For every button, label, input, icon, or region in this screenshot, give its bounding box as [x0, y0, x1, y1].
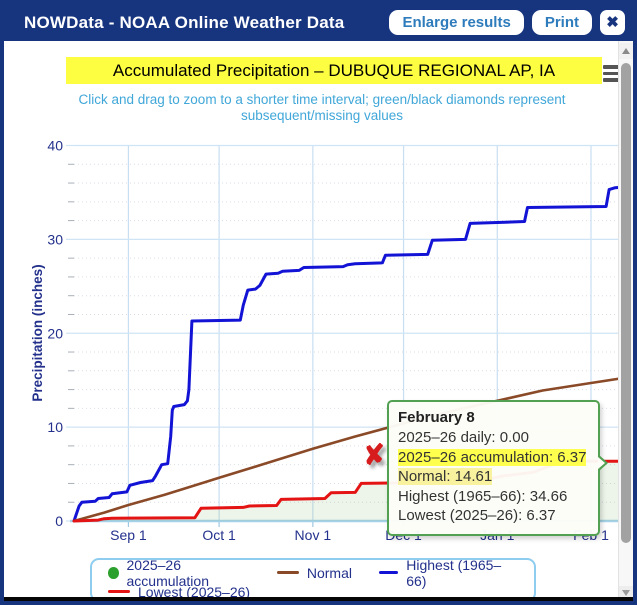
legend-line-marker [108, 589, 130, 594]
legend-line-marker [378, 570, 399, 575]
y-axis-title: Precipitation (inches) [30, 264, 45, 401]
bottom-border [4, 597, 633, 601]
legend-line-marker [276, 570, 299, 575]
chart-subtitle: Click and drag to zoom to a shorter time… [78, 92, 566, 123]
tooltip-row: Normal: 14.61 [398, 468, 493, 485]
legend-item[interactable]: 2025–26 accumulation [108, 557, 250, 589]
vertical-scrollbar[interactable] [618, 41, 633, 601]
tooltip-row: Highest (1965–66): 34.66 [398, 487, 568, 505]
legend-item-label: 2025–26 accumulation [126, 556, 210, 589]
legend-item[interactable]: Normal [276, 564, 352, 581]
legend-item[interactable]: Highest (1965–66) [378, 556, 507, 589]
chart-title: Accumulated Precipitation – DUBUQUE REGI… [66, 57, 602, 84]
chart-tooltip: February 8 2025–26 daily: 0.00 2025–26 ac… [387, 400, 608, 536]
close-icon[interactable]: ✖ [600, 10, 625, 35]
y-tick-label: 30 [47, 231, 63, 247]
window-title: NOWData - NOAA Online Weather Data [24, 12, 345, 32]
scrollbar-down-arrow-icon[interactable] [619, 586, 633, 599]
series-highest-1965-66- [72, 185, 629, 523]
tooltip-row: Lowest (2025–26): 6.37 [398, 507, 556, 524]
y-tick-label: 0 [55, 513, 63, 529]
legend-item-label: Highest (1965–66) [406, 556, 502, 589]
y-tick-label: 40 [47, 138, 63, 154]
legend-item-label: Normal [306, 564, 352, 581]
scrollbar-up-arrow-icon[interactable] [619, 43, 633, 59]
tooltip-row: 2025–26 accumulation: 6.37 [398, 448, 587, 466]
y-tick-label: 10 [47, 419, 63, 435]
chart-legend: 2025–26 accumulation Normal Highest (1965–… [90, 556, 536, 601]
title-bar: NOWData - NOAA Online Weather Data Enlar… [4, 4, 633, 41]
tooltip-date: February 8 [398, 409, 475, 426]
enlarge-results-button[interactable]: Enlarge results [389, 10, 524, 35]
legend-item-label: Lowest (2025–26) [138, 583, 251, 600]
series-normal [72, 376, 629, 523]
legend-item[interactable]: Lowest (2025–26) [108, 584, 250, 600]
x-tick-label: Oct 1 [202, 527, 236, 543]
x-tick-label: Nov 1 [295, 527, 332, 543]
x-tick-label: Sep 1 [110, 527, 147, 543]
tooltip-row: 2025–26 daily: 0.00 [398, 429, 529, 446]
print-button[interactable]: Print [531, 10, 592, 35]
y-tick-label: 20 [47, 325, 63, 341]
hamburger-menu-icon[interactable] [603, 65, 622, 82]
scrollbar-thumb[interactable] [621, 63, 631, 543]
legend-circle-marker [108, 566, 119, 579]
